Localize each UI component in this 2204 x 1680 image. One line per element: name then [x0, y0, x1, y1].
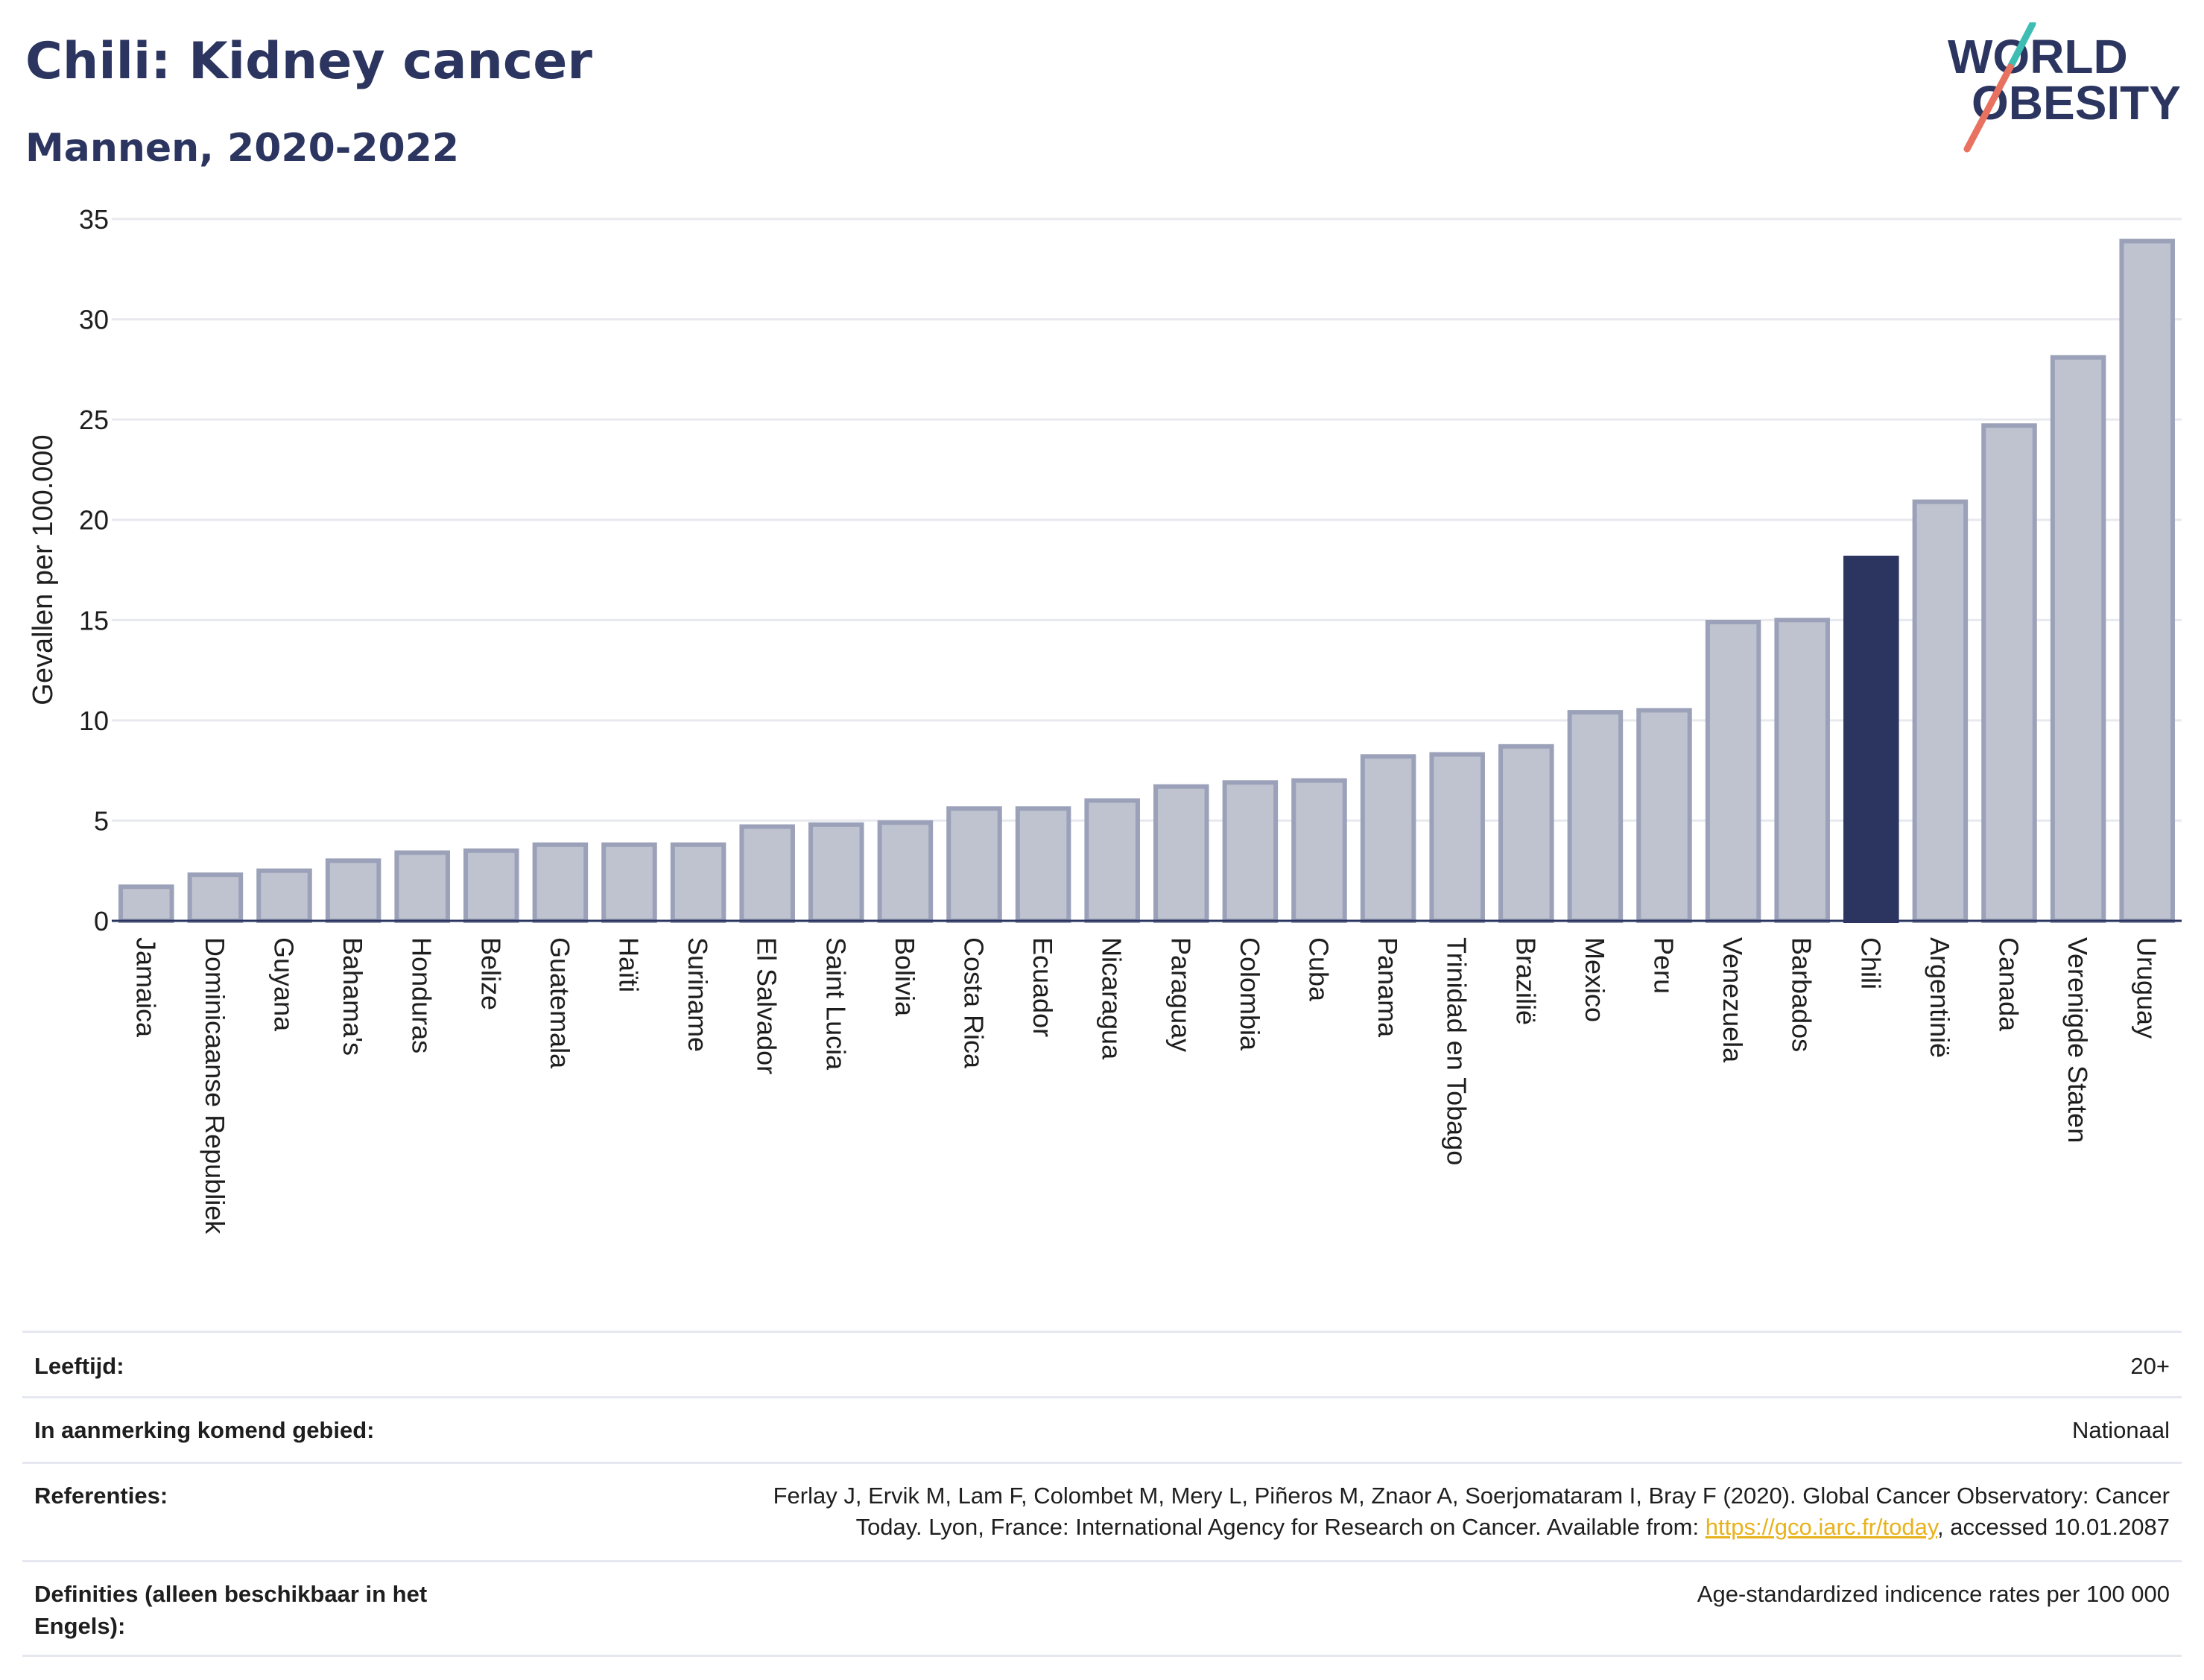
x-tick-label: Peru — [1649, 937, 1679, 994]
x-tick-label: Verenigde Staten — [2062, 937, 2093, 1143]
x-tick-label: Nicaragua — [1097, 937, 1127, 1060]
bar-mexico — [1567, 710, 1624, 923]
bar-dominicaanse-republiek — [187, 872, 244, 924]
world-obesity-logo: WORLD OBESITY — [1948, 22, 2181, 153]
definitions-value: Age-standardized indicence rates per 100… — [1697, 1581, 2170, 1608]
x-tick-labels: Jamaica Dominicaanse Republiek Guyana Baham… — [130, 937, 2162, 1234]
info-row-definitions: Definities (alleen beschikbaar in het En… — [22, 1561, 2182, 1656]
info-row-age: Leeftijd: 20+ — [22, 1331, 2182, 1398]
x-tick-label: Canada — [1994, 937, 2024, 1032]
y-tick-label-5: 5 — [94, 805, 109, 836]
x-tick-label: Bolivia — [890, 937, 920, 1017]
bar-brazili- — [1498, 744, 1554, 923]
y-tick-label-10: 10 — [79, 706, 109, 736]
bars — [118, 238, 2175, 924]
bar-argentini- — [1912, 499, 1969, 923]
bar-costa-rica — [946, 806, 1002, 924]
bar-suriname — [670, 842, 726, 923]
y-tick-labels: 0 5 10 15 20 25 30 35 — [79, 204, 109, 936]
bar-chart: 0 5 10 15 20 25 30 35 Jamaica Dominicaanse Repub… — [28, 204, 2182, 1234]
x-tick-label: Colombia — [1235, 937, 1265, 1051]
y-tick-label-25: 25 — [79, 405, 109, 435]
bar-bolivia — [877, 820, 934, 923]
bar-canada — [1981, 423, 2037, 923]
x-tick-label: El Salvador — [752, 937, 782, 1074]
bar-el-salvador — [739, 824, 795, 923]
gridlines — [112, 218, 2182, 822]
bar-uruguay — [2119, 238, 2175, 923]
x-tick-label: Costa Rica — [959, 937, 989, 1069]
references-value: Ferlay J, Ervik M, Lam F, Colombet M, Me… — [512, 1462, 2182, 1562]
bar-cuba — [1291, 778, 1347, 923]
bar-ecuador — [1015, 806, 1071, 924]
chart-title: Chili: Kidney cancer — [25, 32, 592, 91]
reference-line-1: Ferlay J, Ervik M, Lam F, Colombet M, Me… — [773, 1482, 2170, 1509]
x-tick-label: Panama — [1372, 937, 1403, 1038]
age-label: Leeftijd: — [34, 1353, 124, 1379]
x-tick-label: Honduras — [407, 937, 437, 1053]
x-tick-label: Jamaica — [130, 937, 161, 1038]
age-value: 20+ — [2130, 1353, 2170, 1379]
y-axis-label: Gevallen per 100.000 — [28, 434, 59, 705]
bar-trinidad-en-tobago — [1429, 752, 1485, 924]
area-value: Nationaal — [2072, 1416, 2170, 1443]
reference-link[interactable]: https://gco.iarc.fr/today — [1705, 1514, 1938, 1541]
y-tick-label-20: 20 — [79, 505, 109, 536]
reference-accessed: , accessed 10.01.2087 — [1937, 1514, 2170, 1541]
chart-subtitle: Mannen, 2020-2022 — [25, 126, 460, 171]
x-tick-label: Haïti — [614, 937, 645, 992]
x-tick-label: Paraguay — [1165, 937, 1196, 1052]
y-tick-label-15: 15 — [79, 605, 109, 635]
bar-ha-ti — [601, 842, 657, 923]
bar-bahama-s — [325, 858, 381, 924]
x-tick-label: Guatemala — [545, 937, 575, 1069]
references-label: Referenties: — [34, 1482, 168, 1509]
bar-verenigde-staten — [2050, 355, 2106, 923]
y-tick-label-35: 35 — [79, 204, 109, 235]
bar-panama — [1360, 754, 1416, 923]
bar-belize — [463, 848, 519, 924]
bar-guyana — [256, 868, 312, 923]
x-tick-label: Suriname — [683, 937, 713, 1052]
definitions-label: Definities (alleen beschikbaar in het En… — [34, 1581, 428, 1639]
bar-nicaragua — [1084, 798, 1140, 923]
x-tick-label: Venezuela — [1717, 937, 1748, 1063]
info-row-area: In aanmerking komend gebied: Nationaal — [22, 1397, 2182, 1462]
area-label: In aanmerking komend gebied: — [34, 1416, 375, 1443]
x-tick-label: Trinidad en Tobago — [1442, 937, 1472, 1165]
bar-guatemala — [532, 842, 589, 923]
x-tick-label: Mexico — [1580, 937, 1610, 1022]
bar-venezuela — [1705, 619, 1761, 924]
y-tick-label-30: 30 — [79, 305, 109, 335]
bar-peru — [1636, 708, 1692, 924]
reference-line-2: Today. Lyon, France: International Agenc… — [855, 1514, 1706, 1541]
x-tick-label: Chili — [1855, 937, 1886, 989]
x-tick-label: Dominicaanse Republiek — [200, 937, 230, 1234]
bar-barbados — [1774, 618, 1830, 923]
bar-chili — [1843, 555, 1899, 923]
x-tick-label: Bahama's — [338, 937, 368, 1056]
bar-paraguay — [1153, 784, 1209, 924]
x-tick-label: Brazilië — [1510, 937, 1541, 1025]
x-tick-label: Cuba — [1304, 937, 1334, 1002]
info-table: Leeftijd: 20+ In aanmerking komend gebie… — [22, 1331, 2182, 1657]
info-row-references: Referenties: Ferlay J, Ervik M, Lam F, C… — [22, 1462, 2182, 1562]
logo-slash-coral — [1963, 63, 2014, 153]
x-tick-label: Ecuador — [1027, 937, 1058, 1037]
x-tick-label: Guyana — [269, 937, 300, 1032]
bar-jamaica — [118, 884, 174, 924]
bar-saint-lucia — [808, 822, 864, 923]
logo-text-obesity: OBESITY — [1972, 76, 2181, 130]
logo-slash-teal — [2007, 22, 2036, 71]
x-tick-label: Saint Lucia — [820, 937, 851, 1071]
x-tick-label: Barbados — [1787, 937, 1817, 1052]
x-tick-label: Belize — [475, 937, 506, 1010]
bar-honduras — [394, 850, 450, 924]
x-tick-label: Argentinië — [1925, 937, 1955, 1058]
logo-text-world: WORLD — [1948, 30, 2128, 83]
bar-colombia — [1222, 780, 1279, 923]
y-tick-label-0: 0 — [94, 906, 109, 936]
x-tick-label: Uruguay — [2132, 937, 2162, 1039]
